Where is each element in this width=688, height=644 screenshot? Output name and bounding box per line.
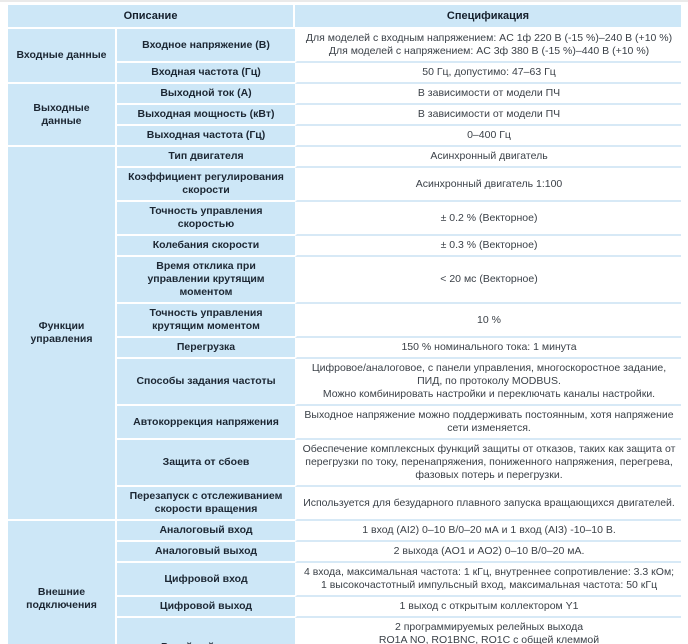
param-name-cell: Выходная мощность (кВт) <box>115 105 296 126</box>
table-row: Выходные данные Выходной ток (А) В завис… <box>8 84 682 147</box>
spec-value-cell: 150 % номинального тока: 1 минута <box>295 338 682 359</box>
param-name-cell: Точность управления скоростью <box>115 202 296 236</box>
table-row: Входная частота (Гц) 50 Гц, допустимо: 4… <box>8 63 682 84</box>
spec-value-cell: 4 входа, максимальная частота: 1 кГц, вн… <box>295 563 682 597</box>
table-row: Время отклика при управлении крутящим мо… <box>8 257 682 304</box>
param-name-cell: Коэффициент регулирования скорости <box>115 168 296 202</box>
table-row: Колебания скорости ± 0.3 % (Векторное) <box>8 236 682 257</box>
spec-value-cell: Обеспечение комплексных функций защиты о… <box>295 440 682 487</box>
table-row: Внешние подключения Аналоговый вход 1 вх… <box>8 521 682 644</box>
table-row: Входные данные Входное напряжение (В) Дл… <box>8 29 682 84</box>
param-name-cell: Выходной ток (А) <box>115 84 296 105</box>
group-label-input-data: Входные данные <box>8 29 115 84</box>
spec-value-cell: Цифровое/аналоговое, с панели управления… <box>295 359 682 406</box>
spec-value-cell: 50 Гц, допустимо: 47–63 Гц <box>295 63 682 84</box>
param-name-cell: Релейный выход <box>115 618 296 644</box>
param-name-cell: Способы задания частоты <box>115 359 296 406</box>
param-name-cell: Защита от сбоев <box>115 440 296 487</box>
param-name-cell: Аналоговый вход <box>115 521 296 542</box>
param-name-cell: Автокоррекция напряжения <box>115 406 296 440</box>
spec-value-cell: 10 % <box>295 304 682 338</box>
table-row: Точность управления крутящим моментом 10… <box>8 304 682 338</box>
param-name-cell: Колебания скорости <box>115 236 296 257</box>
param-name-cell: Перегрузка <box>115 338 296 359</box>
table-row: Функции управления Тип двигателя Асинхро… <box>8 147 682 521</box>
table-row: Релейный выход 2 программируемых релейны… <box>8 618 682 644</box>
table-row: Цифровой вход 4 входа, максимальная част… <box>8 563 682 597</box>
specification-table: Описание Спецификация Входные данные Вхо… <box>8 5 682 644</box>
spec-value-cell: Используется для безударного плавного за… <box>295 487 682 521</box>
column-header-description: Описание <box>8 5 296 29</box>
group-label-output-data: Выходные данные <box>8 84 115 147</box>
table-row: Перегрузка 150 % номинального тока: 1 ми… <box>8 338 682 359</box>
spec-value-cell: Выходное напряжение можно поддерживать п… <box>295 406 682 440</box>
spec-value-cell: ± 0.2 % (Векторное) <box>295 202 682 236</box>
param-name-cell: Перезапуск с отслеживанием скорости вращ… <box>115 487 296 521</box>
spec-value-cell: 2 выхода (AO1 и AO2) 0–10 В/0–20 мА. <box>295 542 682 563</box>
param-name-cell: Аналоговый выход <box>115 542 296 563</box>
table-row: Аналоговый выход 2 выхода (AO1 и AO2) 0–… <box>8 542 682 563</box>
param-name-cell: Тип двигателя <box>115 147 296 168</box>
column-header-specification: Спецификация <box>295 5 682 29</box>
param-name-cell: Цифровой вход <box>115 563 296 597</box>
table-row: Коэффициент регулирования скорости Асинх… <box>8 168 682 202</box>
spec-value-cell: ± 0.3 % (Векторное) <box>295 236 682 257</box>
spec-value-cell: 0–400 Гц <box>295 126 682 147</box>
table-row: Способы задания частоты Цифровое/аналого… <box>8 359 682 406</box>
table-row: Автокоррекция напряжения Выходное напряж… <box>8 406 682 440</box>
table-row: Выходная мощность (кВт) В зависимости от… <box>8 105 682 126</box>
table-row: Перезапуск с отслеживанием скорости вращ… <box>8 487 682 521</box>
param-name-cell: Выходная частота (Гц) <box>115 126 296 147</box>
spec-value-cell: В зависимости от модели ПЧ <box>295 105 682 126</box>
table-row: Защита от сбоев Обеспечение комплексных … <box>8 440 682 487</box>
spec-value-cell: Для моделей с входным напряжением: AC 1ф… <box>295 29 682 63</box>
table-row: Выходная частота (Гц) 0–400 Гц <box>8 126 682 147</box>
page-top-edge <box>0 0 688 2</box>
spec-value-cell: 1 вход (AI2) 0–10 В/0–20 мА и 1 вход (AI… <box>295 521 682 542</box>
param-name-cell: Входное напряжение (В) <box>115 29 296 63</box>
group-label-external-connections: Внешние подключения <box>8 521 115 644</box>
param-name-cell: Время отклика при управлении крутящим мо… <box>115 257 296 304</box>
table-row: Цифровой выход 1 выход с открытым коллек… <box>8 597 682 618</box>
spec-value-cell: 2 программируемых релейных выхода RO1A N… <box>295 618 682 644</box>
spec-value-cell: < 20 мс (Векторное) <box>295 257 682 304</box>
group-label-control-functions: Функции управления <box>8 147 115 521</box>
table-row: Точность управления скоростью ± 0.2 % (В… <box>8 202 682 236</box>
param-name-cell: Точность управления крутящим моментом <box>115 304 296 338</box>
param-name-cell: Цифровой выход <box>115 597 296 618</box>
spec-value-cell: 1 выход с открытым коллектором Y1 <box>295 597 682 618</box>
spec-value-cell: Асинхронный двигатель <box>295 147 682 168</box>
header-row: Описание Спецификация <box>8 5 682 29</box>
spec-value-cell: Асинхронный двигатель 1:100 <box>295 168 682 202</box>
param-name-cell: Входная частота (Гц) <box>115 63 296 84</box>
spec-value-cell: В зависимости от модели ПЧ <box>295 84 682 105</box>
